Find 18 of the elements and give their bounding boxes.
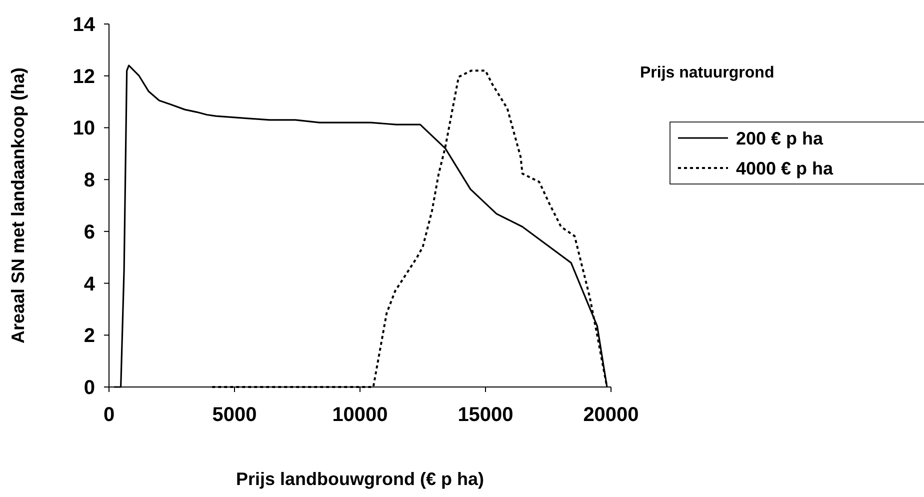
x-axis-title: Prijs landbouwgrond (€ p ha) — [236, 469, 484, 489]
y-tick-label: 8 — [84, 170, 95, 192]
y-tick-label: 4 — [84, 273, 96, 296]
x-tick-label: 10000 — [332, 404, 388, 426]
y-tick-label: 6 — [84, 221, 95, 244]
y-axis-title: Areaal SN met landaankoop (ha) — [8, 67, 28, 344]
x-tick-label: 5000 — [212, 404, 257, 426]
x-tick-label: 15000 — [458, 404, 514, 426]
y-tick-label: 0 — [84, 377, 95, 399]
y-tick-label: 12 — [72, 66, 95, 88]
y-tick-label: 2 — [84, 325, 95, 348]
legend-label: 200 € p ha — [736, 128, 824, 148]
legend-title: Prijs natuurgrond — [640, 64, 774, 82]
x-tick-label: 0 — [103, 404, 115, 426]
x-tick-label: 20000 — [583, 404, 639, 426]
y-tick-label: 14 — [72, 14, 96, 36]
legend-label: 4000 € p ha — [736, 158, 834, 178]
y-tick-label: 10 — [72, 118, 95, 140]
